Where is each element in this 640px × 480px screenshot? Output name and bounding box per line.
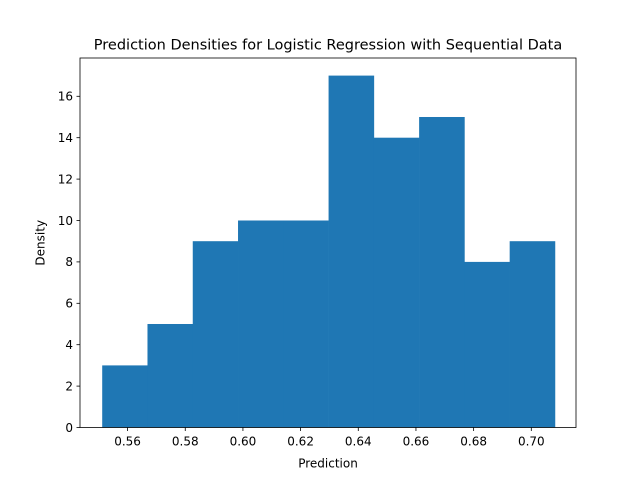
- x-axis-ticks: 0.56 0.58 0.60 0.62 0.64 0.66 0.68 0.70: [114, 427, 545, 449]
- x-tick-label: 0.64: [345, 435, 372, 449]
- histogram-bar: [509, 241, 556, 428]
- x-tick-label: 0.60: [230, 435, 257, 449]
- x-axis-label: Prediction: [298, 457, 358, 471]
- histogram-bar: [147, 323, 194, 428]
- y-tick-label: 16: [58, 90, 73, 104]
- histogram-bar: [328, 75, 375, 428]
- plot-frame: [79, 57, 577, 428]
- y-tick-label: 0: [65, 421, 73, 435]
- x-tick-label: 0.68: [460, 435, 487, 449]
- x-tick-label: 0.62: [287, 435, 314, 449]
- histogram-bar: [419, 116, 465, 428]
- x-tick-label: 0.56: [114, 435, 141, 449]
- histogram-bar: [464, 261, 510, 428]
- y-tick-label: 12: [58, 172, 73, 186]
- x-tick-label: 0.70: [518, 435, 545, 449]
- histogram-bar: [192, 241, 239, 428]
- y-axis-ticks: 0 2 4 6 8 10 12 14 16: [58, 90, 80, 435]
- y-tick-label: 14: [58, 131, 73, 145]
- histogram-bar: [283, 220, 329, 428]
- bars: [102, 75, 556, 428]
- y-tick-label: 2: [65, 379, 73, 393]
- chart-title: Prediction Densities for Logistic Regres…: [94, 38, 562, 54]
- x-tick-label: 0.66: [403, 435, 430, 449]
- y-tick-label: 8: [65, 255, 73, 269]
- histogram-bar: [102, 365, 148, 428]
- y-tick-label: 6: [65, 297, 73, 311]
- y-tick-label: 10: [58, 214, 73, 228]
- x-tick-label: 0.58: [172, 435, 199, 449]
- y-tick-label: 4: [65, 338, 73, 352]
- histogram-bar: [238, 220, 284, 428]
- histogram-bar: [373, 137, 420, 428]
- y-axis-label: Density: [34, 220, 48, 266]
